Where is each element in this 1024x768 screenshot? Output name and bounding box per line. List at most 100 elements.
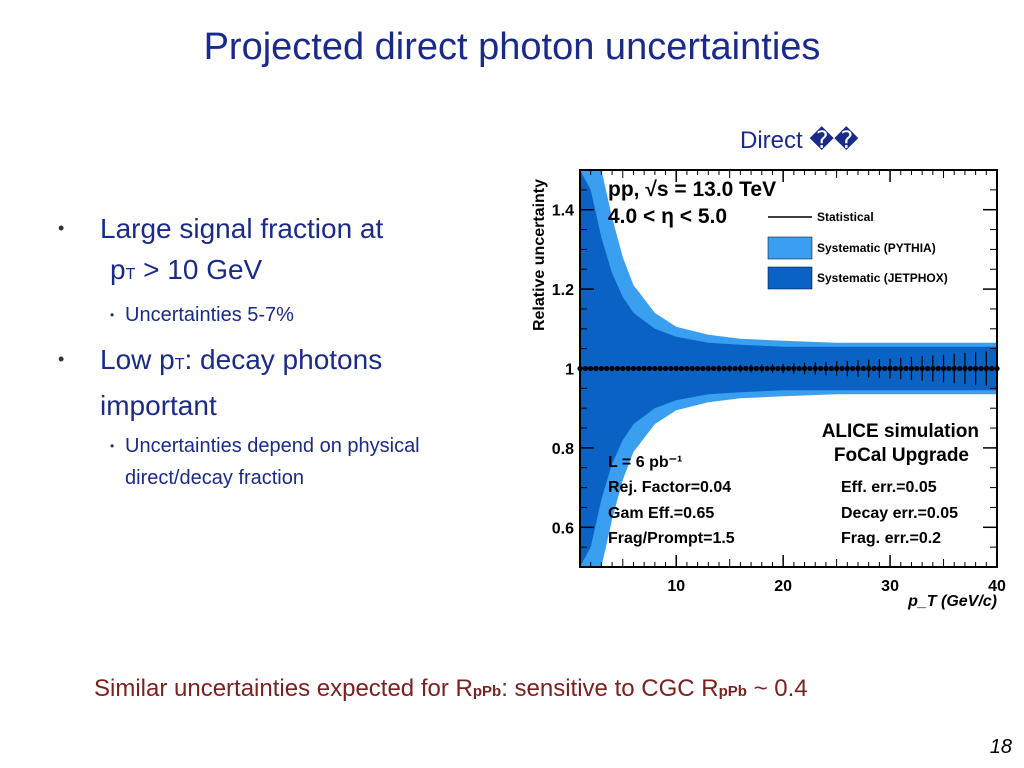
legend-jetphox-swatch <box>767 266 813 290</box>
stat-point <box>871 365 877 372</box>
sub-bullet-2: • Uncertainties depend on physical direc… <box>58 430 498 494</box>
stat-point <box>919 365 925 372</box>
bullet-dot: • <box>58 218 65 238</box>
stat-point <box>711 365 717 372</box>
stat-point <box>876 365 882 372</box>
stat-point <box>908 365 915 372</box>
y-tick-label: 1 <box>565 362 574 379</box>
bullet-dot: • <box>58 349 65 369</box>
stat-point <box>614 365 621 372</box>
stat-point <box>791 365 797 372</box>
page-number: 18 <box>989 736 1012 758</box>
stat-point <box>801 365 808 372</box>
stat-point <box>721 365 727 372</box>
stat-point <box>636 365 642 372</box>
stat-point <box>946 365 952 372</box>
stat-point <box>973 365 979 372</box>
bullet-2-pre: Low p <box>100 344 175 375</box>
annotation-right-3: Frag. err.=0.2 <box>841 530 941 547</box>
stat-point <box>780 365 786 372</box>
stat-point <box>775 365 781 372</box>
legend-pythia-swatch <box>767 236 813 260</box>
legend-pythia-label: Systematic (PYTHIA) <box>817 241 936 255</box>
stat-point <box>892 365 899 372</box>
stat-point <box>668 365 674 372</box>
annotation-left-4: Frag/Prompt=1.5 <box>608 530 735 547</box>
stat-point <box>796 365 802 372</box>
stat-point <box>866 365 872 372</box>
stat-point <box>689 365 695 372</box>
stat-point <box>903 365 909 372</box>
bullet-list: • Large signal fraction at pT > 10 GeV •… <box>58 208 498 494</box>
stat-point <box>748 365 754 372</box>
stat-point <box>604 365 610 372</box>
stat-point <box>769 365 776 372</box>
stat-point <box>684 365 690 372</box>
stat-point <box>914 365 920 372</box>
bottom-note-mid: : sensitive to CGC R <box>501 675 719 702</box>
stat-point <box>609 365 615 372</box>
annotation-left-1: L = 6 pb⁻¹ <box>608 454 682 471</box>
sub-bullet-dot: • <box>110 439 115 453</box>
slide-title: Projected direct photon uncertainties <box>203 26 821 68</box>
stat-point <box>930 365 936 372</box>
y-tick-label: 1.4 <box>552 203 574 220</box>
stat-point <box>759 365 765 372</box>
stat-point <box>764 365 770 372</box>
stat-point <box>641 365 647 372</box>
stat-point <box>695 365 701 372</box>
stat-point <box>737 365 743 372</box>
stat-point <box>598 365 604 372</box>
sub-bullet-1: • Uncertainties 5-7% <box>58 299 498 331</box>
stat-point <box>716 365 722 372</box>
sub-bullet-dot: • <box>110 308 115 322</box>
stat-point <box>860 365 866 372</box>
bullet-1: • Large signal fraction at pT > 10 GeV <box>58 208 498 295</box>
bottom-note-pre: Similar uncertainties expected for R <box>94 675 473 702</box>
stat-point <box>839 365 845 372</box>
stat-point <box>700 365 706 372</box>
bullet-2-post: : decay photons important <box>100 344 383 421</box>
stat-point <box>817 365 824 372</box>
stat-point <box>924 365 931 372</box>
stat-point <box>956 365 963 372</box>
x-tick-label: 40 <box>988 578 1006 595</box>
annotation-title-1: ALICE simulation <box>822 421 979 442</box>
stat-point <box>678 365 685 372</box>
stat-point <box>630 365 637 372</box>
stat-point <box>887 365 893 372</box>
sub-bullet-2-text: Uncertainties depend on physical direct/… <box>125 435 420 489</box>
stat-point <box>967 365 973 372</box>
stat-point <box>978 365 984 372</box>
bullet-2: • Low pT: decay photons important <box>58 339 498 426</box>
stat-point <box>882 365 888 372</box>
bullet-2-T: T <box>174 356 185 373</box>
stat-point <box>620 365 626 372</box>
bullet-1-p: p <box>110 254 126 285</box>
stat-point <box>855 365 861 372</box>
annotation-left-2: Rej. Factor=0.04 <box>608 479 731 496</box>
stat-point <box>850 365 856 372</box>
bottom-note-sub1: pPb <box>472 683 502 700</box>
direct-label: Direct �� <box>740 127 859 154</box>
stat-point <box>844 365 850 372</box>
stat-point <box>732 365 738 372</box>
stat-point <box>743 365 749 372</box>
stat-point <box>652 365 658 372</box>
header-line-1: pp, √s = 13.0 TeV <box>608 178 776 201</box>
stat-point <box>898 365 904 372</box>
stat-point <box>935 365 941 372</box>
uncertainty-chart: 10 20 30 400.60.811.21.4 pp, √s = 13.0 TeV … <box>531 169 1006 610</box>
bullet-1-post: > 10 GeV <box>135 254 263 285</box>
x-axis-label: p_T (GeV/c) <box>907 593 997 610</box>
stat-point <box>951 365 957 372</box>
stat-points <box>577 350 1000 387</box>
y-tick-label: 1.2 <box>552 282 574 299</box>
stat-point <box>662 365 669 372</box>
bullet-1-text: Large signal fraction at <box>100 213 384 244</box>
legend-stat-label: Statistical <box>817 210 874 224</box>
stat-point <box>705 365 711 372</box>
bullet-1-T: T <box>125 266 136 283</box>
stat-point <box>657 365 663 372</box>
x-tick-label: 20 <box>774 578 792 595</box>
